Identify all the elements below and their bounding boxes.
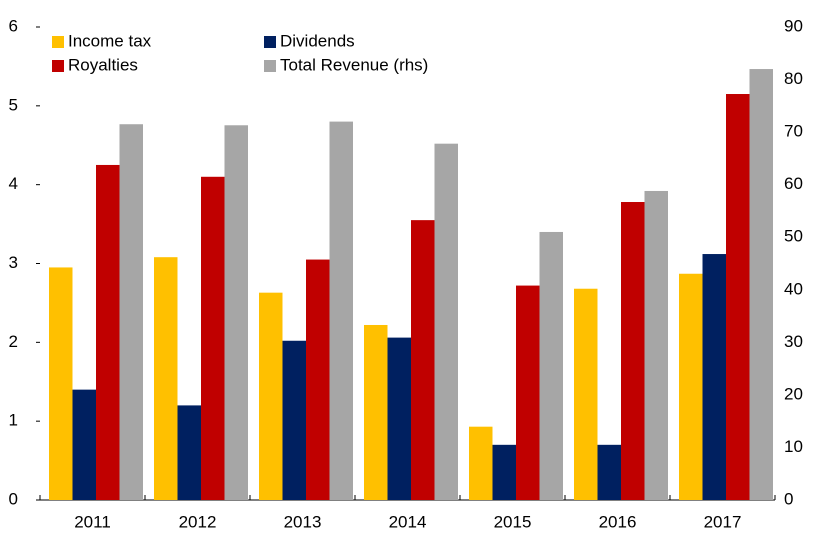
bar bbox=[306, 259, 330, 500]
x-tick-label: 2011 bbox=[74, 512, 111, 531]
bar bbox=[411, 220, 435, 500]
bar bbox=[492, 444, 516, 500]
bar bbox=[282, 340, 306, 500]
bar bbox=[387, 337, 411, 500]
bar bbox=[49, 267, 73, 500]
y-tick-label: 4 bbox=[9, 174, 18, 193]
y2-tick-label: 60 bbox=[784, 174, 803, 193]
bar bbox=[574, 288, 598, 500]
bar bbox=[644, 190, 668, 500]
legend-label: Royalties bbox=[68, 55, 138, 74]
bar bbox=[539, 231, 563, 500]
bar bbox=[469, 426, 493, 500]
bar bbox=[119, 124, 143, 500]
y2-tick-label: 0 bbox=[784, 489, 793, 508]
legend-swatch bbox=[52, 60, 64, 72]
y2-tick-label: 20 bbox=[784, 384, 803, 403]
bar bbox=[516, 285, 540, 500]
bar bbox=[329, 121, 353, 500]
bar bbox=[702, 254, 726, 500]
y-tick-label: 3 bbox=[9, 253, 18, 272]
bar bbox=[224, 125, 248, 500]
bar bbox=[621, 202, 645, 500]
bar bbox=[679, 273, 703, 500]
x-tick-label: 2014 bbox=[389, 512, 427, 531]
legend-swatch bbox=[52, 36, 64, 48]
y2-tick-label: 90 bbox=[784, 16, 803, 35]
bar bbox=[726, 94, 750, 500]
bar bbox=[597, 444, 621, 500]
y-tick-label: 6 bbox=[9, 16, 18, 35]
y2-tick-label: 40 bbox=[784, 279, 803, 298]
y-tick-label: 1 bbox=[9, 411, 18, 430]
x-tick-label: 2016 bbox=[599, 512, 637, 531]
bar bbox=[72, 389, 96, 500]
x-tick-label: 2013 bbox=[284, 512, 322, 531]
bar bbox=[154, 257, 178, 500]
y2-tick-label: 80 bbox=[784, 69, 803, 88]
legend-swatch bbox=[264, 36, 276, 48]
bar bbox=[96, 164, 120, 501]
x-tick-label: 2015 bbox=[494, 512, 532, 531]
y-tick-label: 5 bbox=[9, 95, 18, 114]
y2-tick-label: 30 bbox=[784, 332, 803, 351]
bar bbox=[749, 69, 773, 501]
legend-label: Income tax bbox=[68, 31, 152, 50]
bar bbox=[364, 324, 388, 500]
y-tick-label: 0 bbox=[9, 489, 18, 508]
x-tick-label: 2012 bbox=[179, 512, 217, 531]
y-tick-label: 2 bbox=[9, 332, 18, 351]
legend-label: Total Revenue (rhs) bbox=[280, 55, 428, 74]
y2-tick-label: 10 bbox=[784, 437, 803, 456]
bar bbox=[177, 405, 201, 500]
bar bbox=[201, 176, 225, 501]
legend-label: Dividends bbox=[280, 31, 355, 50]
y2-tick-label: 70 bbox=[784, 122, 803, 141]
bar bbox=[259, 292, 283, 500]
y2-tick-label: 50 bbox=[784, 227, 803, 246]
legend-swatch bbox=[264, 60, 276, 72]
bar bbox=[434, 143, 458, 500]
x-tick-label: 2017 bbox=[704, 512, 742, 531]
